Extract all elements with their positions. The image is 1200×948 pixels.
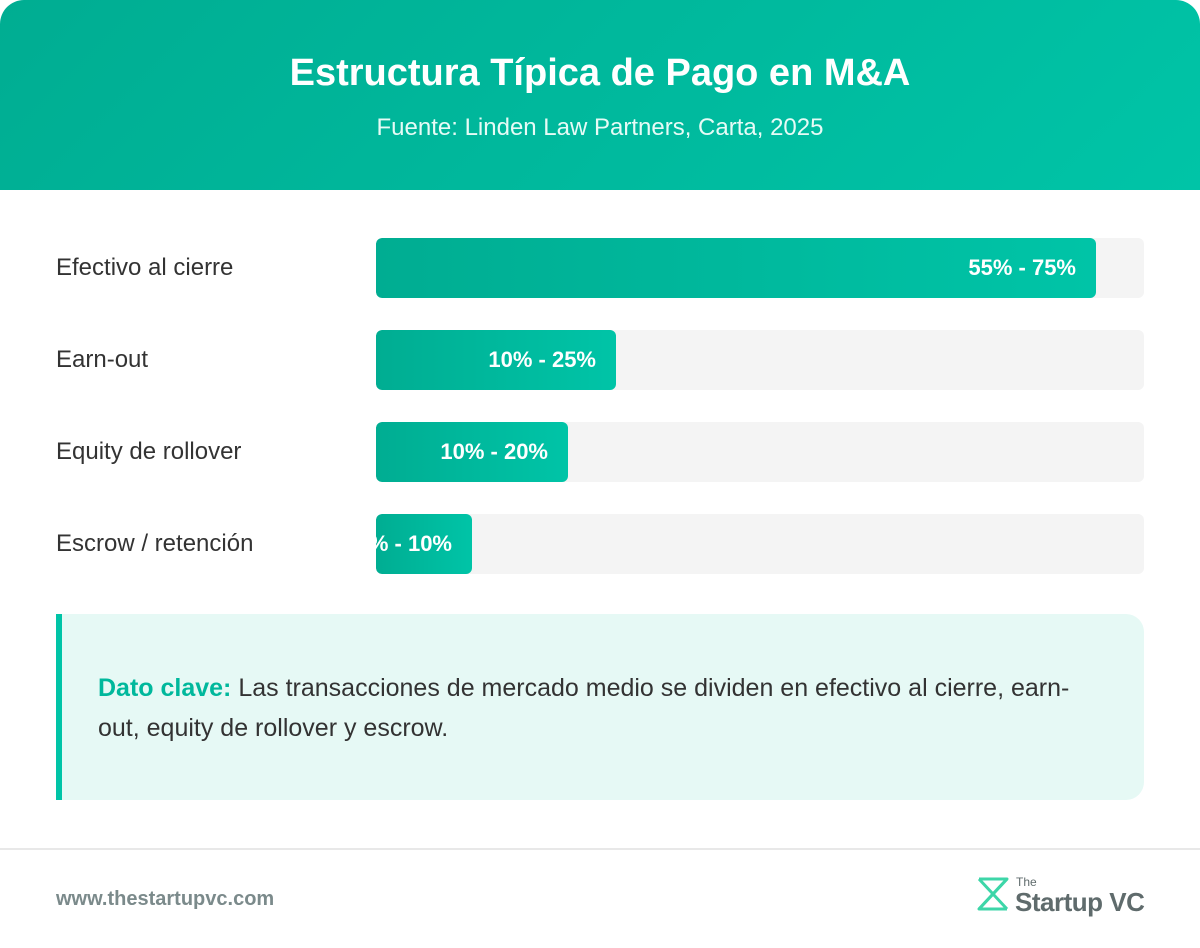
bar-value-label: 10% - 20% <box>440 439 548 464</box>
key-fact-label: Dato clave: <box>98 674 232 702</box>
bar-row: Earn-out 10% - 25% <box>56 330 1144 390</box>
header-banner: Estructura Típica de Pago en M&A Fuente:… <box>0 0 1200 190</box>
key-fact-callout: Dato clave: Las transacciones de mercado… <box>56 614 1144 800</box>
bar-track: 10% - 20% <box>376 422 1144 482</box>
bar-track: 5% - 10% <box>376 514 1144 574</box>
chart-subtitle: Fuente: Linden Law Partners, Carta, 2025 <box>376 114 824 141</box>
brand-logo: The Startup VC <box>975 874 1145 917</box>
bar: 10% - 25% <box>376 330 616 390</box>
bar-track: 10% - 25% <box>376 330 1144 390</box>
chart-title: Estructura Típica de Pago en M&A <box>289 52 911 94</box>
bar-value-label: 55% - 75% <box>968 255 1076 280</box>
bar-value-label: 5% - 10% <box>376 531 452 556</box>
category-label: Escrow / retención <box>56 530 254 557</box>
bar-row: Escrow / retención 5% - 10% <box>56 514 1144 574</box>
category-label: Earn-out <box>56 346 149 373</box>
category-label: Efectivo al cierre <box>56 254 234 281</box>
bar: 5% - 10% <box>376 514 472 574</box>
bar: 55% - 75% <box>376 238 1096 298</box>
footer-url-link[interactable]: www.thestartupvc.com <box>56 888 275 910</box>
bar-row: Efectivo al cierre 55% - 75% <box>56 238 1144 298</box>
bar-track: 55% - 75% <box>376 238 1144 298</box>
key-fact-text: Dato clave: Las transacciones de mercado… <box>98 668 1098 748</box>
bar-row: Equity de rollover 10% - 20% <box>56 422 1144 482</box>
startupvc-logo-icon <box>977 877 1009 911</box>
footer-divider <box>0 848 1200 850</box>
logo-name-text: Startup VC <box>1015 887 1145 917</box>
bar: 10% - 20% <box>376 422 568 482</box>
logo-prefix-text: The <box>1016 875 1037 889</box>
bar-value-label: 10% - 25% <box>488 347 596 372</box>
key-fact-body: Las transacciones de mercado medio se di… <box>98 674 1070 742</box>
category-label: Equity de rollover <box>56 438 242 465</box>
